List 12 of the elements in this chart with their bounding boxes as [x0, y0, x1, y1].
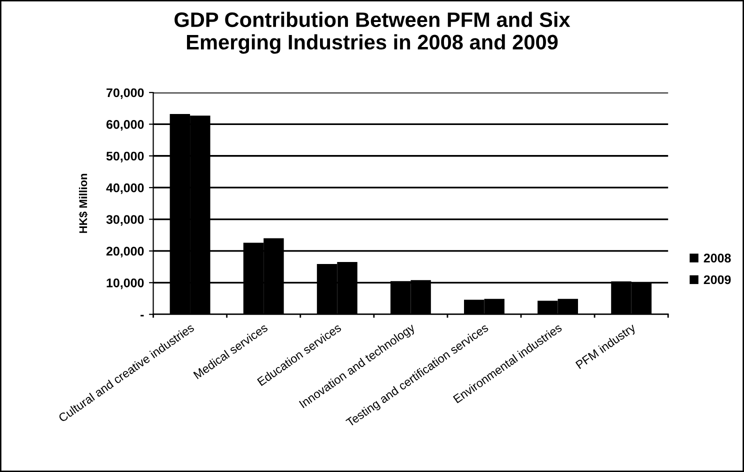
y-tick-label: 50,000 [106, 152, 144, 162]
chart-title: GDP Contribution Between PFM and Six Emerging Industries in 2008 and 2009 [174, 12, 570, 54]
y-axis-title: HK$ Million [78, 174, 88, 233]
y-tick-label: 30,000 [106, 215, 144, 226]
y-tick-label: 70,000 [106, 88, 144, 99]
y-tick-label: 40,000 [106, 183, 144, 194]
y-tick-label: 20,000 [106, 246, 144, 258]
y-tick-label: 60,000 [106, 120, 144, 131]
y-tick-label: 10,000 [106, 278, 144, 290]
legend-label: 2008 [704, 254, 731, 263]
legend-label: 2009 [704, 275, 731, 284]
y-tick-label: - [140, 314, 144, 316]
